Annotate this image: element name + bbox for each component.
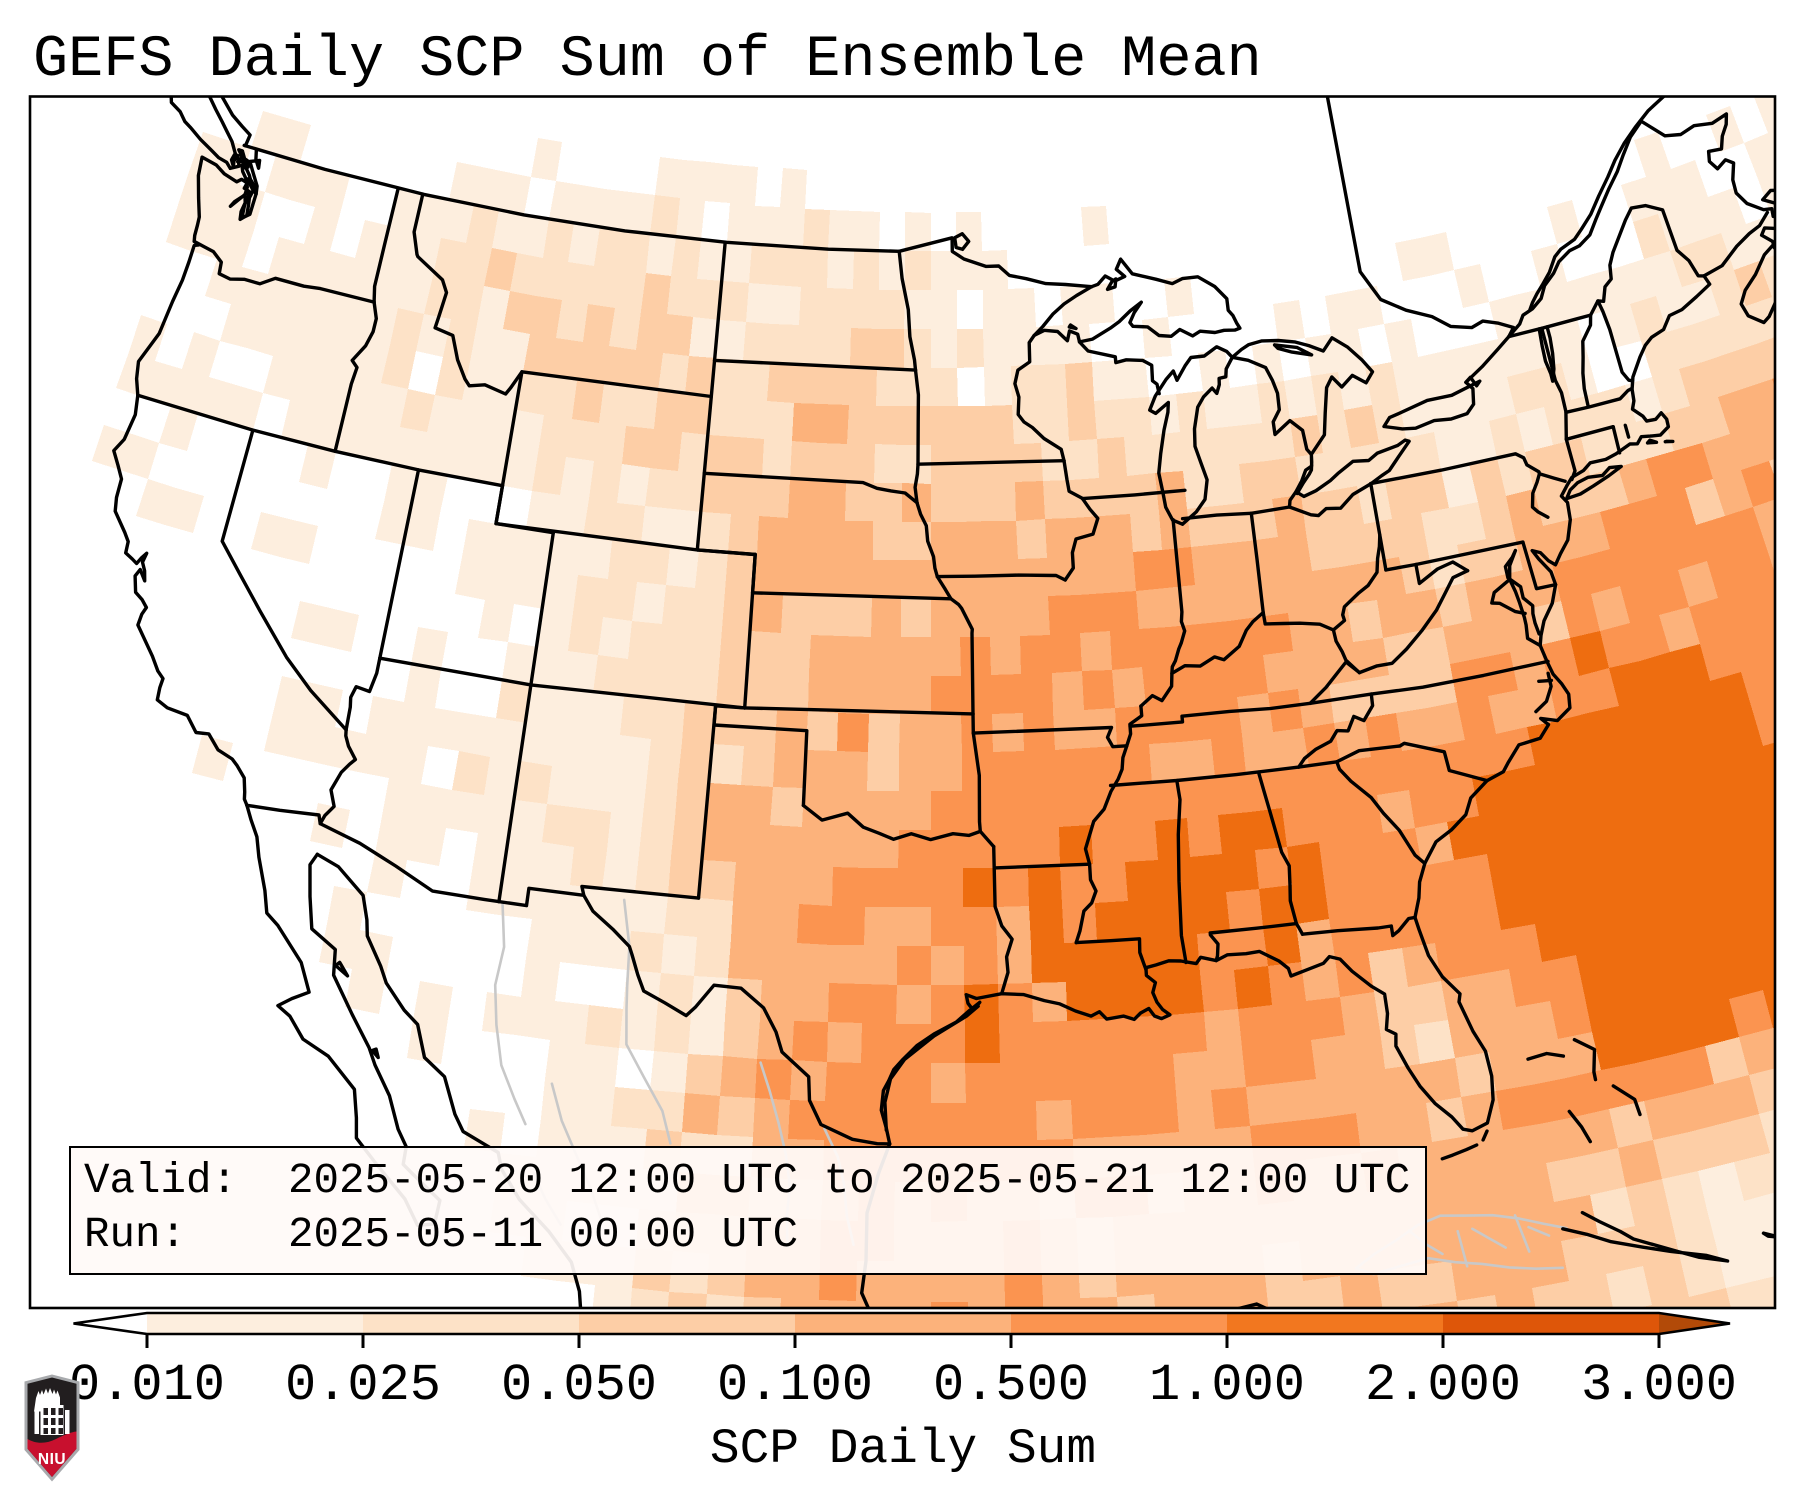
svg-text:0.050: 0.050 (501, 1356, 657, 1415)
svg-text:1.000: 1.000 (1149, 1356, 1305, 1415)
svg-text:0.500: 0.500 (933, 1356, 1089, 1415)
svg-text:0.010: 0.010 (69, 1356, 225, 1415)
svg-text:2.000: 2.000 (1365, 1356, 1521, 1415)
svg-text:3.000: 3.000 (1581, 1356, 1737, 1415)
svg-text:0.100: 0.100 (717, 1356, 873, 1415)
svg-text:NIU: NIU (38, 1451, 66, 1468)
svg-text:0.025: 0.025 (285, 1356, 441, 1415)
svg-text:SCP Daily Sum: SCP Daily Sum (710, 1421, 1096, 1477)
